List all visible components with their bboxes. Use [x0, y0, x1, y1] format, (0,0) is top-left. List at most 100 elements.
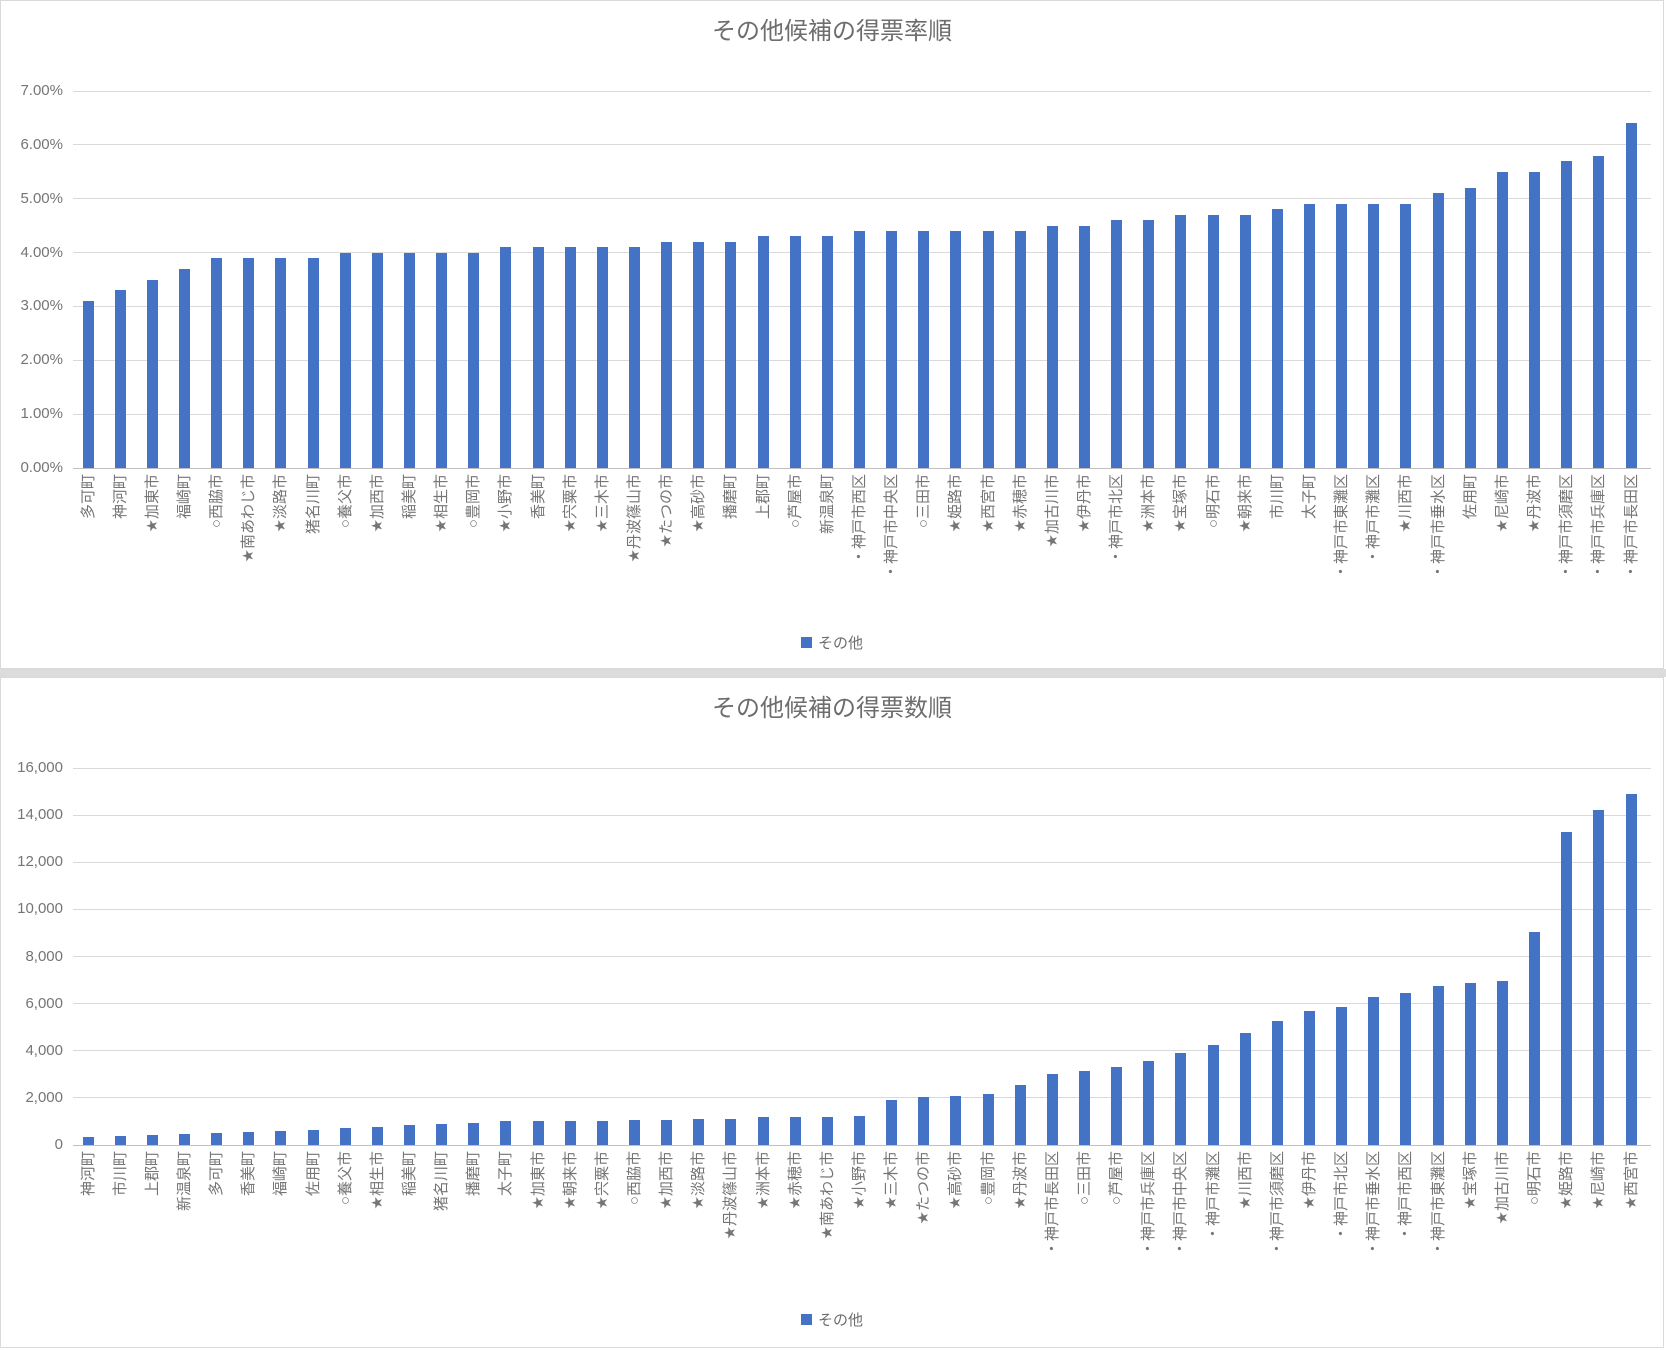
bar-★三木市 — [596, 247, 608, 468]
x-axis-line — [73, 467, 1651, 469]
bar-上郡町 — [146, 1135, 158, 1145]
bar-神河町 — [82, 1136, 94, 1145]
bar-★南あわじ市 — [821, 1116, 833, 1145]
y-tick-label: 4.00% — [20, 243, 63, 261]
y-tick-label: 5.00% — [20, 189, 63, 207]
bar-○豊岡市 — [468, 252, 480, 468]
bar-★加西市 — [371, 252, 383, 468]
bar-★尼崎市 — [1496, 171, 1508, 468]
bar-多可町 — [211, 1132, 223, 1145]
bar-佐用町 — [1464, 187, 1476, 468]
gridline — [73, 767, 1651, 769]
bar-・神戸市灘区 — [1207, 1044, 1219, 1145]
bar-上郡町 — [757, 236, 769, 468]
bar-・神戸市中央区 — [1175, 1053, 1187, 1145]
bar-★加東市 — [532, 1121, 544, 1145]
chart-title-vote-rate: その他候補の得票率順 — [712, 18, 952, 45]
y-tick-label: 1.00% — [20, 405, 63, 423]
bar-★川西市 — [1400, 204, 1412, 468]
bar-○豊岡市 — [982, 1094, 994, 1145]
y-tick-label: 6.00% — [20, 135, 63, 153]
gridline — [73, 956, 1651, 957]
bar-★宝塚市 — [1175, 214, 1187, 468]
bar-★朝来市 — [564, 1121, 576, 1145]
bar-★高砂市 — [950, 1095, 962, 1145]
bar-神河町 — [114, 290, 126, 468]
gridline — [73, 1003, 1651, 1005]
bar-・神戸市兵庫区 — [1593, 155, 1605, 468]
y-tick-label: 0 — [54, 1136, 63, 1153]
y-tick-label: 8,000 — [25, 947, 63, 965]
bar-★洲本市 — [1143, 220, 1155, 468]
panel-divider — [0, 669, 1666, 677]
legend-label: その他 — [817, 1312, 863, 1329]
bar-新温泉町 — [821, 236, 833, 468]
bar-○西脇市 — [628, 1120, 640, 1145]
bar-・神戸市北区 — [1336, 1006, 1348, 1145]
gridline — [73, 144, 1651, 146]
gridline — [73, 198, 1651, 200]
bar-★たつの市 — [918, 1096, 930, 1145]
bar-★朝来市 — [1239, 214, 1251, 468]
bar-★加西市 — [661, 1119, 673, 1145]
bar-新温泉町 — [178, 1133, 190, 1145]
legend-vote-rate: その他 — [1, 632, 1663, 653]
bar-○三田市 — [918, 231, 930, 468]
bar-★丹波市 — [1529, 171, 1541, 468]
bar-★丹波篠山市 — [725, 1118, 737, 1145]
bar-・神戸市須磨区 — [1561, 161, 1573, 468]
bar-多可町 — [82, 301, 94, 468]
bar-○明石市 — [1529, 931, 1541, 1145]
bar-播磨町 — [468, 1122, 480, 1145]
bar-太子町 — [500, 1121, 512, 1145]
legend-marker-icon — [800, 637, 812, 648]
bar-・神戸市須磨区 — [1271, 1021, 1283, 1145]
bar-○芦屋市 — [1111, 1067, 1123, 1145]
y-tick-label: 16,000 — [17, 759, 63, 776]
plot-area-vote-count: 0 2,000 4,000 6,000 8,000 10,000 12,000 14,000 1… — [1, 678, 1663, 1347]
bar-香美町 — [243, 1132, 255, 1145]
y-tick-label: 4,000 — [25, 1041, 63, 1059]
bar-★伊丹市 — [1304, 1010, 1316, 1145]
bar-○三田市 — [1079, 1070, 1091, 1145]
bar-★相生市 — [371, 1126, 383, 1145]
y-tick-label: 10,000 — [17, 900, 63, 918]
bar-猪名川町 — [307, 257, 319, 468]
bar-★加古川市 — [1046, 225, 1058, 468]
gridline — [73, 814, 1651, 816]
bar-★宍粟市 — [596, 1120, 608, 1145]
bar-★丹波市 — [1014, 1084, 1026, 1145]
bar-市川町 — [1271, 209, 1283, 468]
bar-★西宮市 — [982, 231, 994, 468]
bar-★川西市 — [1239, 1033, 1251, 1145]
chart-panel-vote-count: その他候補の得票数順 0 2,000 4,000 6,000 8,000 10,000 12… — [0, 677, 1664, 1348]
bar-★伊丹市 — [1079, 225, 1091, 468]
bar-播磨町 — [725, 241, 737, 468]
bar-★丹波篠山市 — [628, 247, 640, 468]
gridline — [73, 861, 1651, 863]
legend-vote-count: その他 — [1, 1309, 1663, 1330]
bar-・神戸市垂水区 — [1432, 193, 1444, 468]
bar-★三木市 — [886, 1100, 898, 1145]
gridline — [73, 1050, 1651, 1052]
y-tick-label: 2,000 — [25, 1088, 63, 1106]
bar-・神戸市北区 — [1111, 220, 1123, 468]
bar-★西宮市 — [1625, 794, 1637, 1145]
legend-label: その他 — [817, 635, 863, 652]
bar-・神戸市西区 — [854, 231, 865, 468]
bar-★加東市 — [146, 279, 158, 468]
bar-★たつの市 — [661, 241, 673, 468]
bar-太子町 — [1304, 204, 1316, 468]
bar-★淡路市 — [275, 257, 287, 468]
y-tick-label: 7.00% — [20, 82, 63, 99]
bar-★小野市 — [500, 247, 512, 468]
bar-★宍粟市 — [564, 247, 576, 468]
bar-○養父市 — [339, 1128, 351, 1145]
legend-marker-icon — [800, 1314, 812, 1325]
chart-title-vote-count: その他候補の得票数順 — [712, 695, 952, 722]
bar-★洲本市 — [757, 1117, 769, 1145]
bar-○西脇市 — [211, 257, 223, 468]
bar-★小野市 — [854, 1115, 865, 1145]
bar-★相生市 — [436, 252, 448, 468]
